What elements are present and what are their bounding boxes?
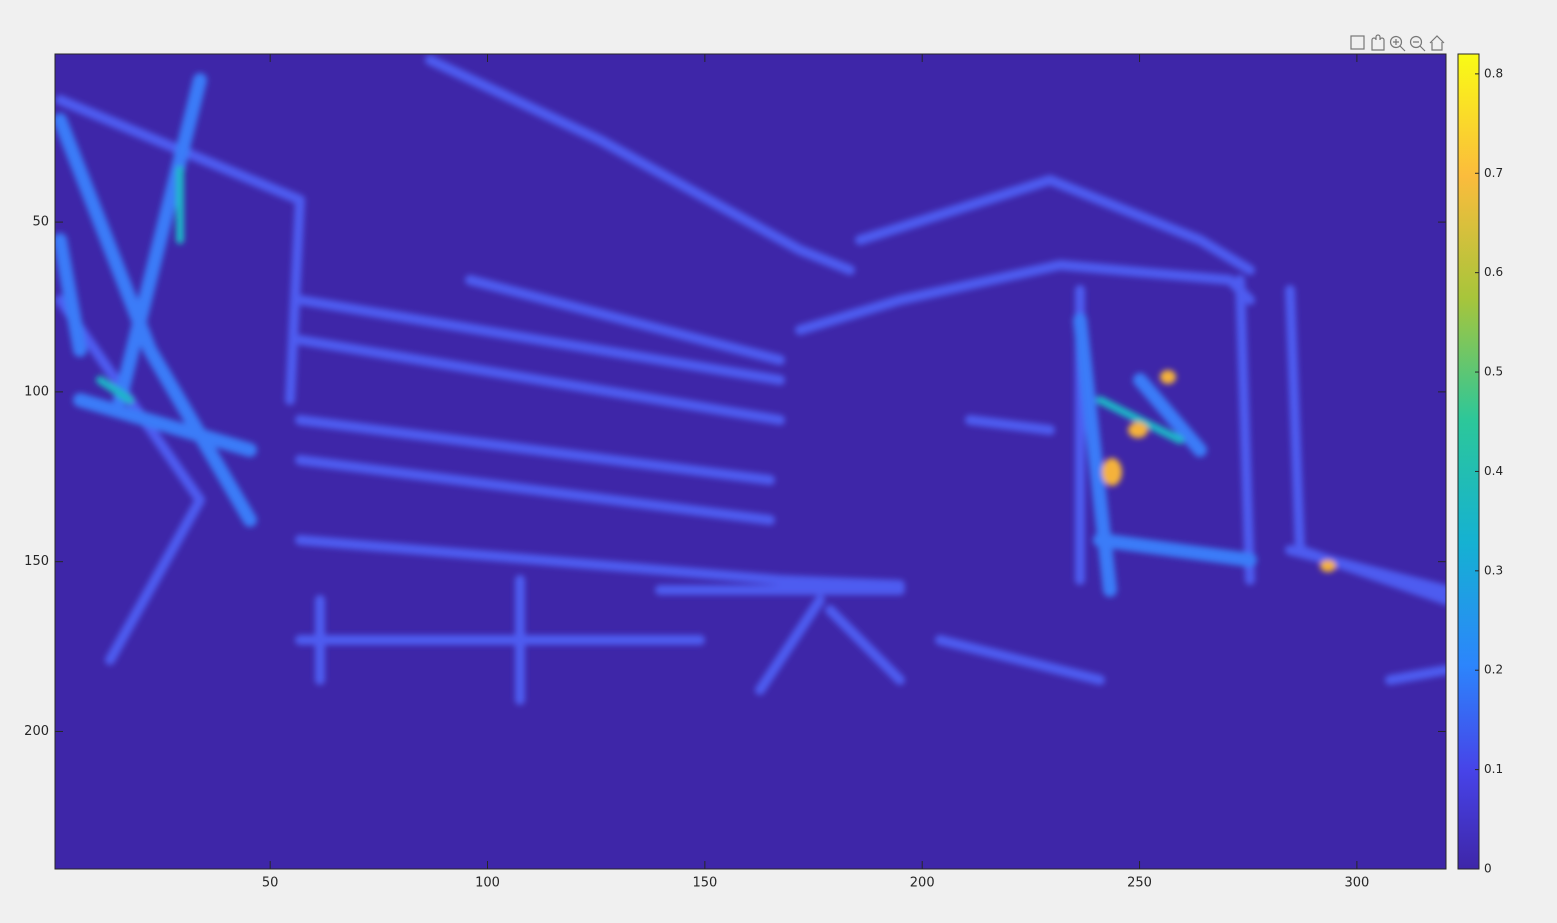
colorbar-tick-label: 0.2 bbox=[1484, 663, 1503, 677]
colorbar-tick-label: 0.8 bbox=[1484, 66, 1503, 80]
x-tick-label: 300 bbox=[1344, 876, 1369, 891]
toolbar[interactable] bbox=[1350, 34, 1445, 52]
zoom-out-button[interactable] bbox=[1409, 35, 1426, 52]
colorbar-tick-label: 0.4 bbox=[1484, 464, 1503, 478]
colorbar-tick-label: 0.3 bbox=[1484, 563, 1503, 577]
image-content bbox=[55, 55, 1446, 705]
export-button[interactable] bbox=[1350, 35, 1365, 50]
x-tick-label: 250 bbox=[1127, 876, 1152, 891]
home-button[interactable] bbox=[1429, 35, 1445, 51]
axes-box bbox=[54, 53, 1447, 870]
x-tick-label: 150 bbox=[692, 876, 717, 891]
y-tick-label: 200 bbox=[24, 724, 49, 739]
colorbar-tick-label: 0.7 bbox=[1484, 166, 1503, 180]
y-tick-label: 100 bbox=[24, 384, 49, 399]
y-tick-label: 50 bbox=[32, 215, 49, 230]
colorbar bbox=[1457, 53, 1480, 870]
pan-button[interactable] bbox=[1371, 34, 1385, 51]
x-tick-label: 50 bbox=[262, 876, 279, 891]
colorbar-tick-label: 0.5 bbox=[1484, 365, 1503, 379]
colorbar-tick-label: 0.1 bbox=[1484, 762, 1503, 776]
colorbar-tick-label: 0 bbox=[1484, 862, 1492, 876]
colorbar-tick-label: 0.6 bbox=[1484, 265, 1503, 279]
x-tick-label: 200 bbox=[910, 876, 935, 891]
x-tick-label: 100 bbox=[475, 876, 500, 891]
zoom-in-button[interactable] bbox=[1389, 35, 1406, 52]
y-tick-label: 150 bbox=[24, 554, 49, 569]
image-background bbox=[55, 54, 1446, 869]
